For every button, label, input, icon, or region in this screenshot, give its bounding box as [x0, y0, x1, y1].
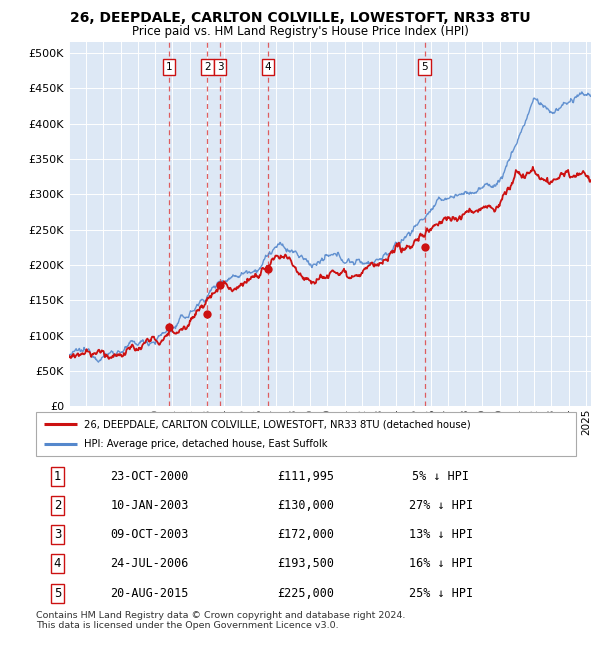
FancyBboxPatch shape [36, 412, 576, 456]
Text: 3: 3 [217, 62, 223, 72]
Text: £111,995: £111,995 [277, 469, 335, 482]
Text: 1: 1 [54, 469, 61, 482]
Text: 25% ↓ HPI: 25% ↓ HPI [409, 586, 473, 599]
Text: 5: 5 [54, 586, 61, 599]
Text: HPI: Average price, detached house, East Suffolk: HPI: Average price, detached house, East… [83, 439, 327, 449]
Text: 09-OCT-2003: 09-OCT-2003 [110, 528, 188, 541]
Text: 3: 3 [54, 528, 61, 541]
Text: 26, DEEPDALE, CARLTON COLVILLE, LOWESTOFT, NR33 8TU: 26, DEEPDALE, CARLTON COLVILLE, LOWESTOF… [70, 11, 530, 25]
Text: 4: 4 [54, 558, 61, 571]
Text: 5: 5 [421, 62, 428, 72]
Text: 26, DEEPDALE, CARLTON COLVILLE, LOWESTOFT, NR33 8TU (detached house): 26, DEEPDALE, CARLTON COLVILLE, LOWESTOF… [83, 419, 470, 429]
Text: Price paid vs. HM Land Registry's House Price Index (HPI): Price paid vs. HM Land Registry's House … [131, 25, 469, 38]
Text: 1: 1 [166, 62, 172, 72]
Text: £130,000: £130,000 [277, 499, 335, 512]
Text: 4: 4 [265, 62, 271, 72]
Text: 5% ↓ HPI: 5% ↓ HPI [413, 469, 470, 482]
Text: 2: 2 [204, 62, 211, 72]
Text: 27% ↓ HPI: 27% ↓ HPI [409, 499, 473, 512]
Text: 23-OCT-2000: 23-OCT-2000 [110, 469, 188, 482]
Text: 10-JAN-2003: 10-JAN-2003 [110, 499, 188, 512]
Text: 20-AUG-2015: 20-AUG-2015 [110, 586, 188, 599]
Text: £193,500: £193,500 [277, 558, 335, 571]
Text: £172,000: £172,000 [277, 528, 335, 541]
Text: 2: 2 [54, 499, 61, 512]
Text: Contains HM Land Registry data © Crown copyright and database right 2024.
This d: Contains HM Land Registry data © Crown c… [36, 611, 406, 630]
Text: 24-JUL-2006: 24-JUL-2006 [110, 558, 188, 571]
Text: £225,000: £225,000 [277, 586, 335, 599]
Text: 16% ↓ HPI: 16% ↓ HPI [409, 558, 473, 571]
Text: 13% ↓ HPI: 13% ↓ HPI [409, 528, 473, 541]
